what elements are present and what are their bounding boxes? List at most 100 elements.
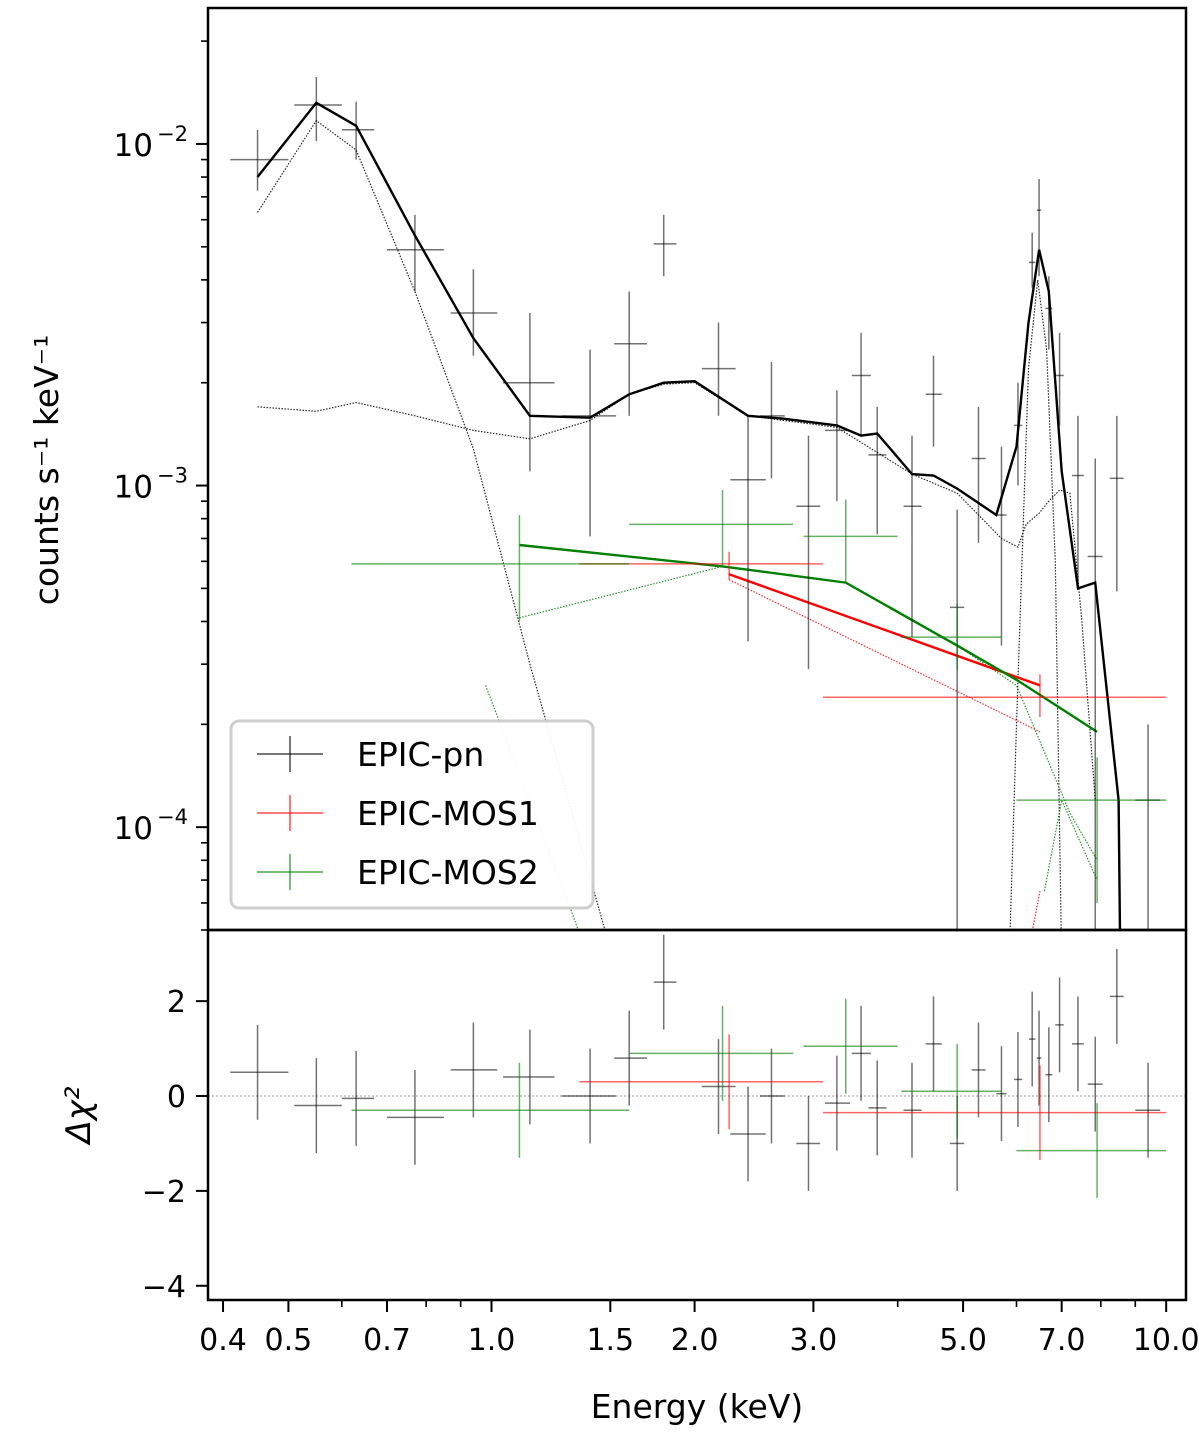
epic-pn-data-point-23 [1036,178,1042,277]
legend-label: EPIC-pn [357,735,484,774]
legend-box [229,719,595,910]
epic-pn-residual-point-26 [1071,996,1084,1092]
epic-pn-data-point-27 [1087,458,1103,930]
epic-pn-residual-point-21 [1014,1031,1023,1127]
epic-mos2-residual-point-4 [1016,1103,1167,1199]
residual-panel: −4 −2 0 2 Δχ² [59,930,1186,1305]
x-tick-label: 2.0 [671,1323,719,1358]
epic-mos2-residual-point-0 [351,1062,630,1158]
epic-mos1-residual-point-0 [579,1034,824,1130]
residual-y-tick-label: 0 [167,1080,186,1115]
residual-y-tick-label: 2 [167,985,186,1020]
epic-pn-data-point-0 [230,129,289,191]
epic-pn-data-point-25 [1055,332,1064,426]
axes-frames [206,6,1188,1302]
epic-pn-data-point-28 [1109,415,1124,592]
epic-pn-residual-point-10 [730,1086,766,1182]
epic-pn-residual-point-9 [701,1039,736,1134]
legend-label: EPIC-MOS2 [357,853,539,892]
epic-mos2-residual-point-2 [803,998,898,1094]
x-tick-label: 10.0 [1133,1323,1200,1358]
epic-pn-residual-point-14 [851,1005,871,1101]
epic-mos2-model-component-2 [1043,798,1098,892]
x-tick-label: 0.7 [363,1323,411,1358]
epic-mos1-data-point-1 [823,674,1167,718]
epic-pn-residual-point-27 [1087,1036,1103,1132]
x-tick-label: 7.0 [1038,1323,1086,1358]
epic-pn-data-point-24 [1045,276,1053,350]
x-tick-label: 0.5 [265,1323,313,1358]
epic-pn-data-point-26 [1071,415,1084,586]
spectrum-panel: 10−410−310−2 counts s⁻¹ keV⁻¹ EPIC-pnEPI… [27,8,1186,931]
epic-pn-residual-point-11 [759,1048,785,1144]
spectrum-marks [230,77,1167,930]
residual-y-axis: −4 −2 0 2 [142,985,208,1305]
spectrum-y-tick-exponent: −4 [157,805,188,829]
epic-pn-data-point-6 [561,349,617,537]
epic-pn-residual-point-4 [450,1022,498,1118]
epic-pn-residual-point-19 [971,1022,986,1118]
epic-pn-residual-point-15 [868,1060,887,1156]
epic-pn-residual-point-6 [561,1048,617,1144]
epic-pn-residual-point-22 [1028,991,1036,1087]
epic-pn-data-point-1 [294,77,342,142]
epic-pn-residual-point-7 [614,1010,647,1106]
epic-pn-residual-point-17 [925,996,942,1092]
epic-mos2-model-line [519,543,1098,733]
spectrum-y-axis: 10−410−310−2 [114,40,208,931]
epic-pn-residual-point-8 [653,934,677,1030]
epic-pn-model-line [256,101,1122,930]
epic-pn-residual-point-16 [903,1062,922,1158]
epic-pn-data-point-2 [341,101,375,160]
epic-pn-data-point-14 [851,332,871,436]
epic-pn-residual-point-24 [1045,1027,1053,1123]
epic-pn-data-point-5 [502,312,555,472]
epic-mos2-residual-point-3 [901,1043,1002,1139]
epic-pn-data-point-7 [614,291,647,416]
residual-y-tick-label: −2 [142,1175,186,1210]
spectrum-y-tick-exponent: −2 [157,122,188,146]
spectrum-y-tick-label: 10 [114,811,153,847]
legend-entry-epic-mos2: EPIC-MOS2 [257,853,539,892]
epic-pn-residual-point-29 [1135,1062,1161,1158]
epic-mos2-residual-point-1 [629,1005,794,1101]
x-tick-label: 1.0 [468,1323,516,1358]
epic-mos1-residual-point-1 [823,1065,1167,1161]
epic-pn-residual-point-12 [796,1096,821,1191]
epic-pn-data-point-13 [824,390,851,502]
epic-pn-data-point-8 [653,214,677,277]
epic-pn-data-point-16 [903,435,922,638]
residual-y-axis-label: Δχ² [59,1086,99,1146]
epic-mos1-model-component-1 [1031,890,1041,930]
epic-pn-data-point-11 [759,361,785,479]
epic-pn-data-point-15 [868,406,887,535]
epic-mos1-model-line [728,573,1041,687]
energy-x-axis: 0.4 0.5 0.7 1.0 1.5 2.0 3.0 5.0 7.0 10.0 [199,1300,1200,1358]
epic-mos1-model-component-0 [728,579,1041,733]
epic-pn-model-component-2 [1009,279,1062,930]
epic-pn-data-point-17 [925,355,942,447]
epic-mos2-data-point-4 [1016,757,1167,903]
epic-pn-residual-point-25 [1055,977,1064,1073]
epic-pn-residual-point-20 [996,1046,1007,1142]
legend-entry-epic-pn: EPIC-pn [257,735,484,774]
residual-marks [208,934,1186,1199]
legend: EPIC-pn EPIC-MOS1 EPIC-MOS2 [229,719,595,910]
spectrum-y-tick-label: 10 [114,470,153,506]
epic-mos2-data-point-2 [803,499,898,583]
epic-pn-data-point-12 [796,435,821,670]
x-tick-label: 5.0 [939,1323,987,1358]
x-tick-label: 1.5 [586,1323,634,1358]
legend-label: EPIC-MOS1 [357,794,539,833]
epic-pn-data-point-9 [701,322,736,416]
spectrum-y-axis-label: counts s⁻¹ keV⁻¹ [27,335,66,606]
x-axis-label: Energy (keV) [591,1387,804,1426]
epic-pn-residual-point-23 [1036,1010,1042,1106]
spectrum-y-tick-label: 10 [114,128,153,164]
epic-pn-residual-point-3 [386,1069,444,1165]
x-tick-label: 3.0 [790,1323,838,1358]
epic-pn-residual-point-5 [502,1029,555,1125]
residual-plot-area [208,930,1186,1300]
epic-pn-residual-point-1 [294,1058,342,1153]
